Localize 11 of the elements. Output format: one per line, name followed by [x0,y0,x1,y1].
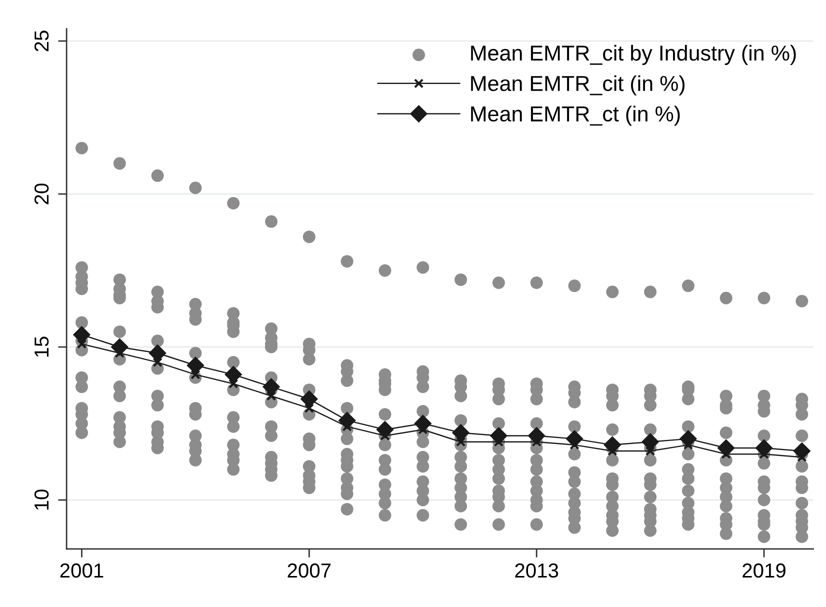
y-tick-label: 10 [34,490,49,510]
x-tick-label: 2007 [288,563,331,578]
legend-label: Mean EMTR_ct (in %) [471,106,680,126]
x-tick-label: 2001 [60,563,104,578]
legend-label: Mean EMTR_cit (in %) [471,75,685,96]
legend-label: Mean EMTR_cit by Industry (in %) [471,44,796,65]
y-tick-label: 25 [34,30,49,52]
x-tick-label: 2013 [515,563,558,578]
y-tick-label: 15 [34,336,49,357]
y-tick-label: 20 [34,184,49,204]
x-tick-label: 2019 [742,563,786,578]
